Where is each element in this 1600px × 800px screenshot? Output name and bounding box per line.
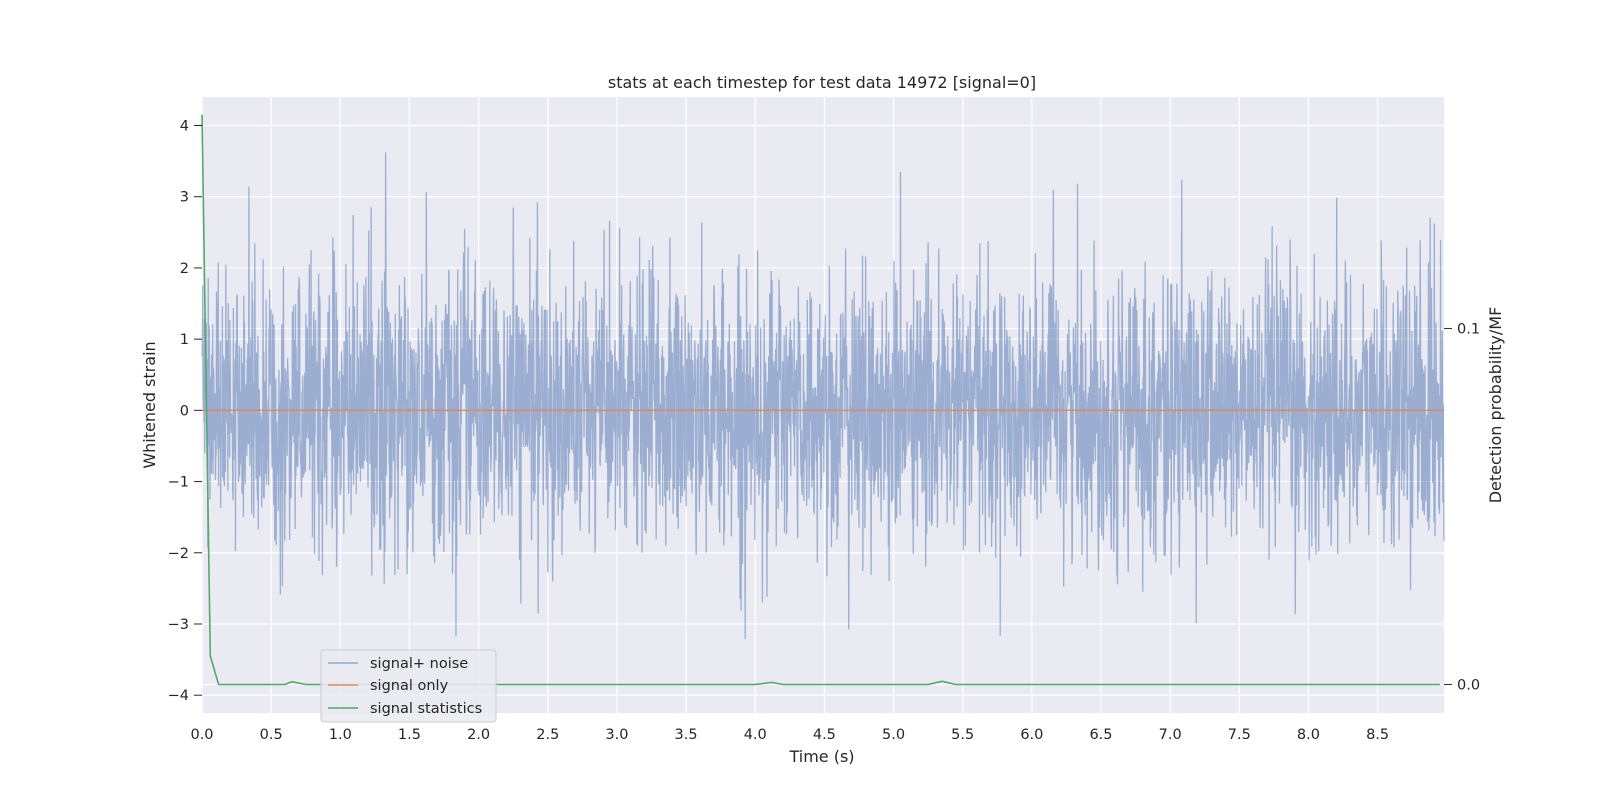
y-tick-label: 1 [180,332,189,348]
series-layer [201,114,1445,686]
y-tick-label: 2 [180,261,189,277]
x-tick-label: 6.0 [1020,727,1043,743]
x-tick-label: 5.5 [951,727,974,743]
x-tick-label: 0.5 [260,727,283,743]
y2-tick-label: 0.0 [1457,678,1480,694]
x-tick-label: 4.0 [744,727,767,743]
x-tick-label: 8.0 [1297,727,1320,743]
y2-axis-label: Detection probability/MF [1486,307,1505,504]
y-tick-label: −1 [168,475,189,491]
y-tick-label: 4 [180,118,189,134]
y-tick-label: −4 [168,688,189,704]
x-tick-label: 2.5 [536,727,559,743]
x-tick-label: 4.5 [813,727,836,743]
x-tick-label: 8.5 [1366,727,1389,743]
y-axis: −4 −3 −2 −1 0 1 2 3 4 [168,118,202,704]
y-tick-label: −2 [168,546,189,562]
x-tick-label: 1.0 [329,727,352,743]
x-tick-label: 1.5 [398,727,421,743]
series-line-signal-noise [201,152,1445,640]
x-tick-label: 7.0 [1159,727,1182,743]
y2-tick-label: 0.1 [1457,321,1480,337]
legend-label-signal-noise: signal+ noise [370,656,468,672]
y-tick-label: −3 [168,617,189,633]
legend-label-signal-only: signal only [370,678,449,694]
x-axis: 0.0 0.5 1.0 1.5 2.0 2.5 3.0 3.5 4.0 4.5 5.0 5.5 6.0 6… [190,727,1389,743]
y2-axis: 0.0 0.1 [1444,321,1480,694]
legend: signal+ noise signal only signal statist… [320,649,497,723]
legend-label-signal-statistics: signal statistics [370,701,482,717]
x-tick-label: 6.5 [1089,727,1112,743]
chart-title: stats at each timestep for test data 149… [608,73,1036,92]
y-tick-label: 0 [180,403,189,419]
x-tick-label: 5.0 [882,727,905,743]
x-tick-label: 2.0 [467,727,490,743]
series-line-signal-statistics [201,114,1440,686]
x-tick-label: 7.5 [1228,727,1251,743]
legend-box [320,649,497,723]
y-tick-label: 3 [180,190,189,206]
x-tick-label: 3.5 [675,727,698,743]
x-tick-label: 0.0 [190,727,213,743]
x-axis-label: Time (s) [788,747,854,766]
x-tick-label: 3.0 [605,727,628,743]
y-axis-label: Whitened strain [140,341,159,468]
